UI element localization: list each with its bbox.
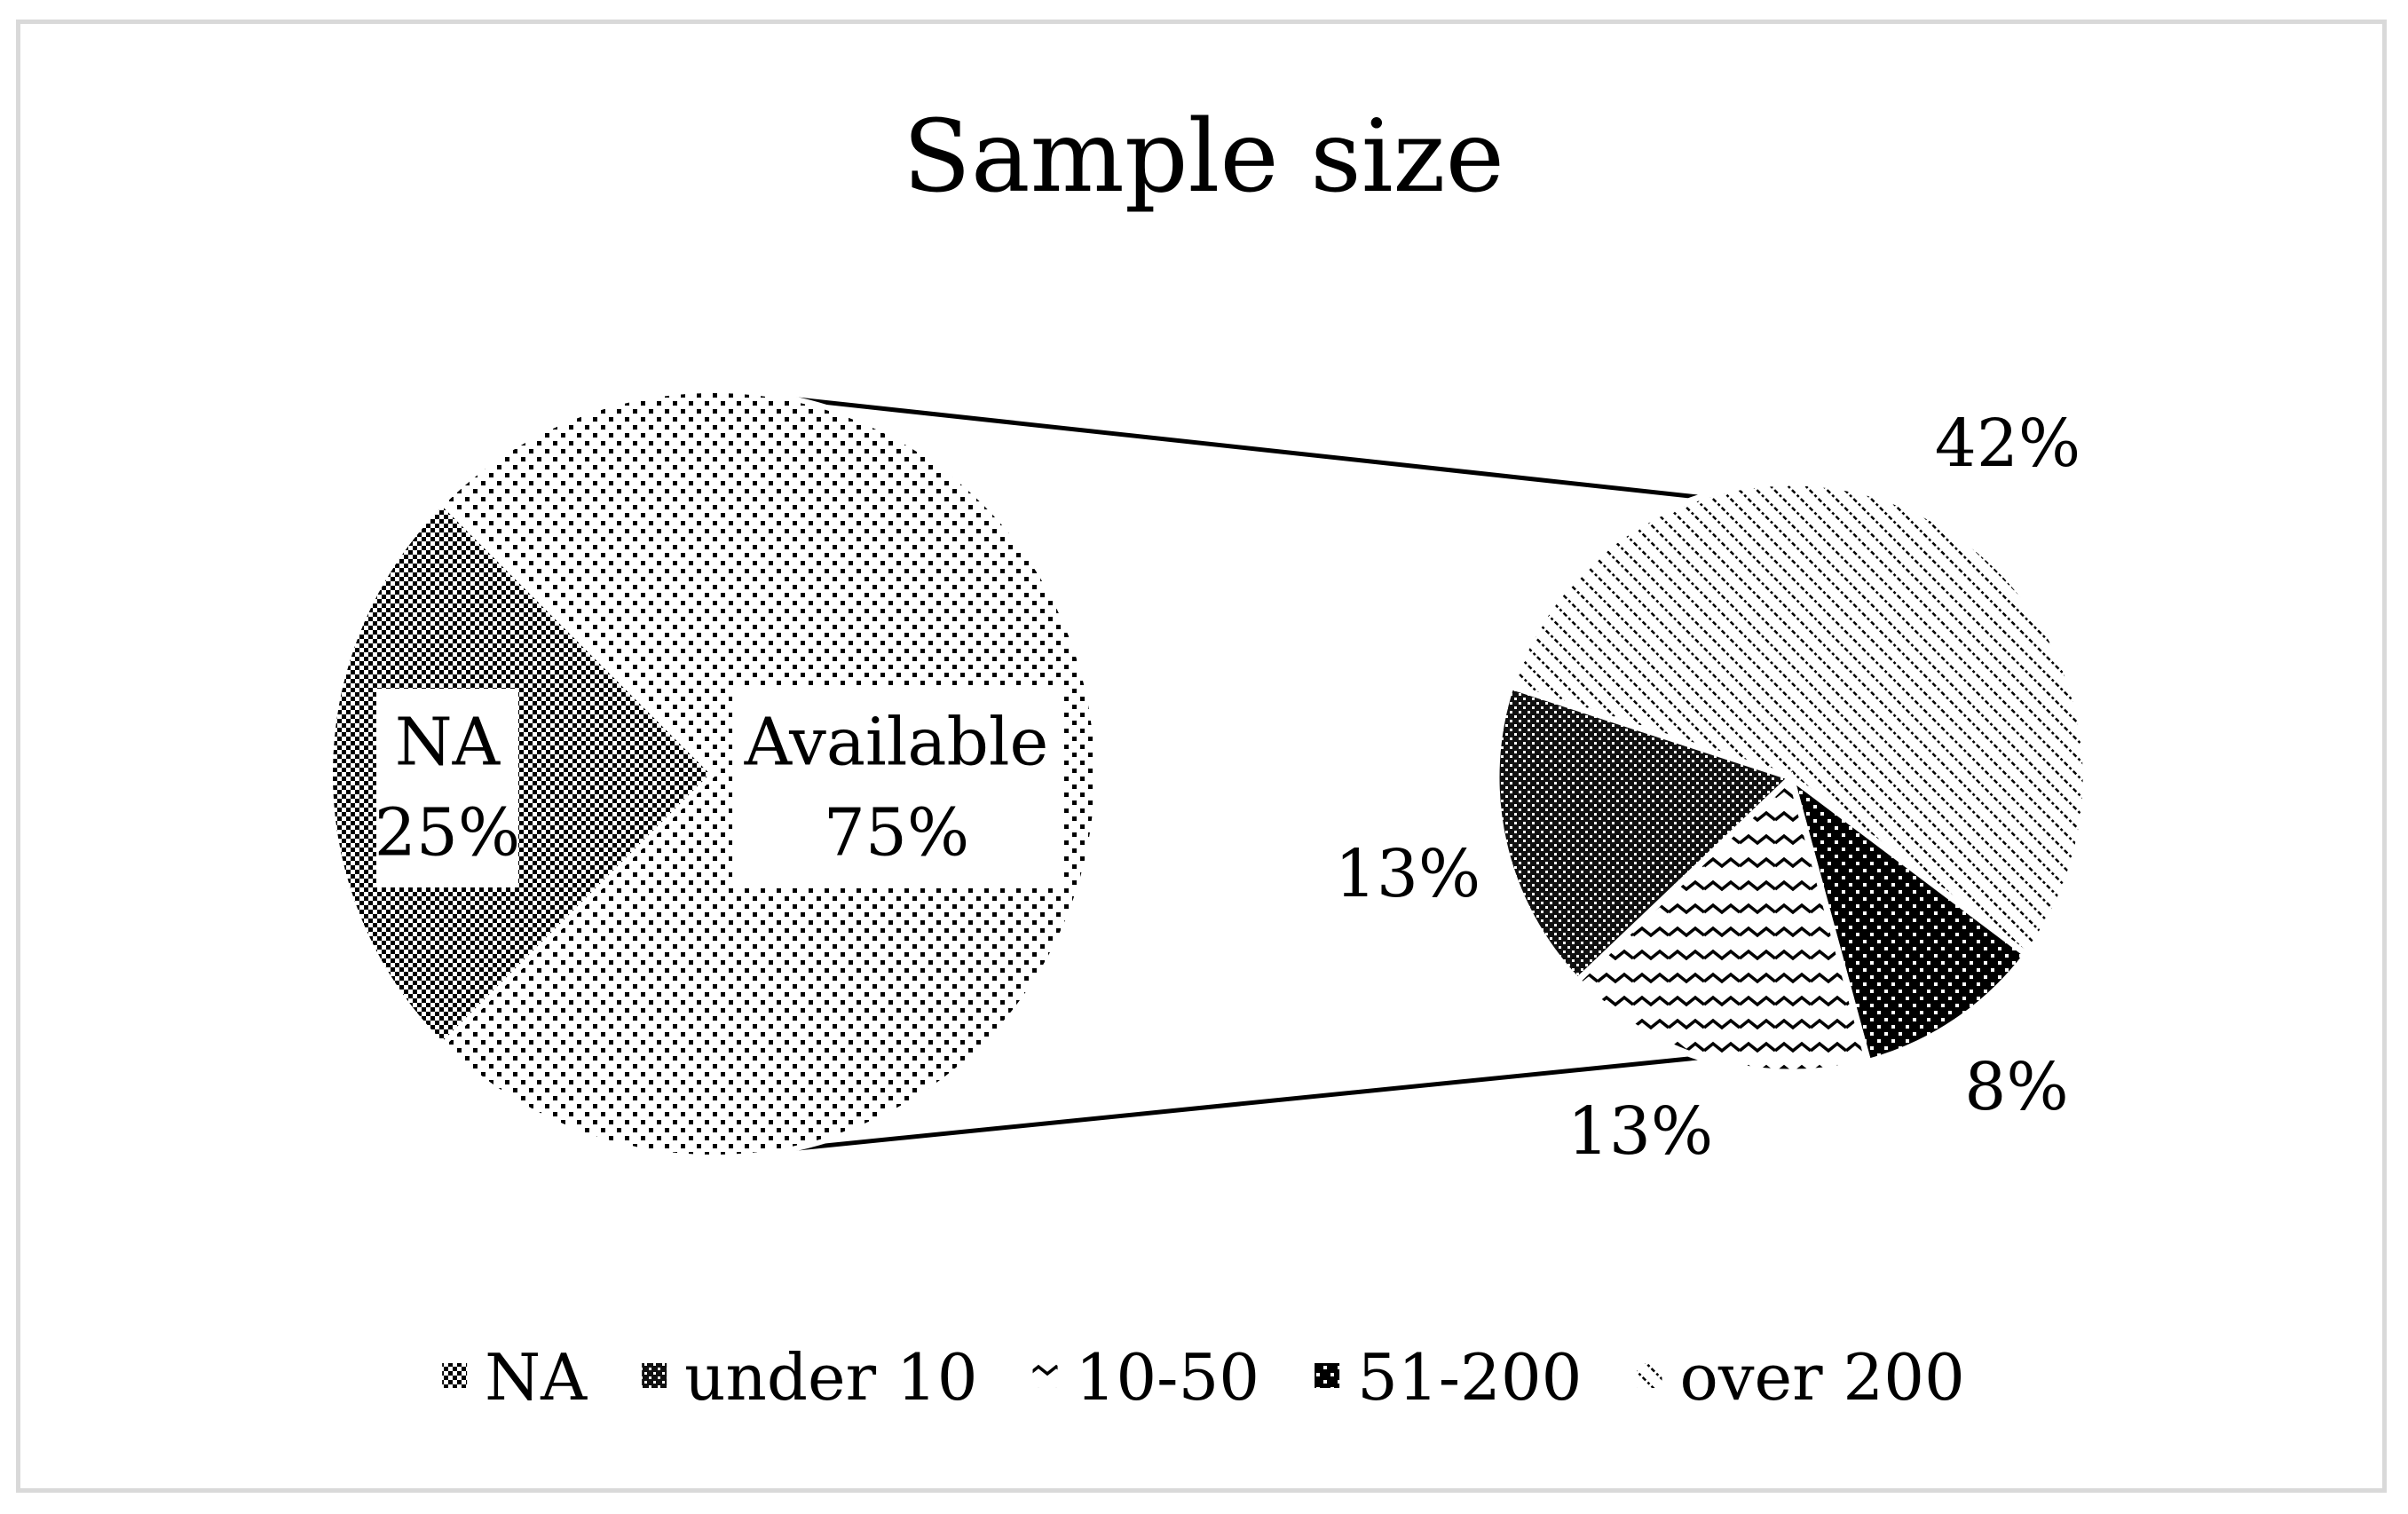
legend-swatch-na	[442, 1363, 468, 1388]
data-label-na-line: NA	[395, 704, 501, 780]
legend-swatch-51-200	[1315, 1363, 1340, 1388]
legend-item-under-10: under 10	[642, 1340, 978, 1415]
data-label-over-200: 42%	[1935, 406, 2080, 482]
pie-connector-lines	[793, 396, 1701, 1152]
legend-swatch-over-200	[1637, 1363, 1662, 1388]
chart-legend: NA under 10 10-50 51-200 over 200	[442, 1340, 1965, 1415]
chart-title: Sample size	[903, 99, 1504, 215]
legend-item-na: NA	[442, 1340, 588, 1415]
secondary-pie-slice-10-50	[1573, 771, 1873, 1076]
legend-swatch-10-50	[1032, 1363, 1058, 1388]
legend-item-51-200: 51-200	[1315, 1340, 1582, 1415]
data-labels: NA 25% Available 75% 42% 8% 13% 13%	[375, 406, 2080, 1170]
connector-line-bottom	[793, 1055, 1701, 1152]
data-label-available: Available 75%	[732, 689, 1061, 887]
secondary-pie-slice-under-10	[1493, 682, 1797, 985]
legend-swatch-under-10	[642, 1363, 667, 1388]
legend-label-under-10: under 10	[684, 1340, 977, 1415]
connector-line-top	[793, 396, 1701, 500]
legend-label-10-50: 10-50	[1076, 1340, 1260, 1415]
legend-item-over-200: over 200	[1637, 1340, 1965, 1415]
data-label-under-10: 13%	[1335, 836, 1480, 912]
data-label-51-200: 8%	[1964, 1049, 2068, 1125]
chart-frame	[16, 20, 2387, 1493]
legend-item-10-50: 10-50	[1032, 1340, 1260, 1415]
data-label-na: NA 25%	[375, 689, 520, 887]
data-label-10-50: 13%	[1567, 1093, 1713, 1170]
legend-label-over-200: over 200	[1679, 1340, 1964, 1415]
data-label-available-box	[732, 689, 1061, 887]
data-label-available-line: 75%	[824, 794, 969, 871]
secondary-pie-slice-over-200	[1506, 479, 2089, 959]
data-label-na-box	[376, 689, 518, 887]
secondary-pie	[1493, 479, 2089, 1076]
legend-label-51-200: 51-200	[1357, 1340, 1582, 1415]
legend-label-na: NA	[485, 1340, 588, 1415]
data-label-na-line: 25%	[375, 794, 520, 871]
data-label-available-line: Available	[744, 704, 1049, 780]
main-pie-slice-na	[328, 499, 718, 1049]
